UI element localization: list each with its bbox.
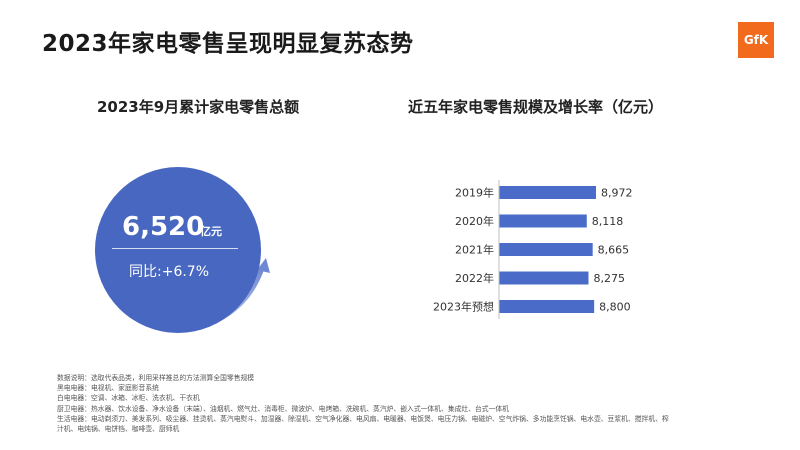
note-line: 黑电电器：电视机、家庭影音系统 [57, 384, 159, 393]
category-label: 2023年预想 [433, 300, 494, 314]
value-label: 8,275 [593, 272, 625, 285]
note-line: 生活电器：电动剃须刀、美发系列、吸尘器、挂烫机、蒸汽电熨斗、加湿器、除湿机、空气… [57, 414, 669, 423]
note-line: 厨卫电器：热水器、饮水设备、净水设备（末端）、油烟机、燃气灶、消毒柜、微波炉、电… [57, 404, 509, 413]
bar [499, 243, 593, 256]
note-line: 数据说明：选取代表品类，利用采样推总的方法测算全国零售规模 [57, 374, 255, 382]
category-label: 2020年 [455, 214, 494, 228]
value-label: 8,972 [601, 187, 633, 200]
bar [499, 186, 596, 199]
yoy-growth: 同比:+6.7% [129, 264, 210, 280]
category-label: 2022年 [455, 271, 494, 285]
bar [499, 214, 587, 228]
category-label: 2019年 [455, 186, 494, 200]
data-notes: 数据说明：选取代表品类，利用采样推总的方法测算全国零售规模 黑电电器：电视机、家… [57, 373, 767, 434]
total-sales-value: 6,520 [122, 212, 205, 242]
total-sales-unit: 亿元 [200, 225, 222, 238]
note-line: 汁机、电炖锅、电饼铛、咖啡壶、厨师机 [57, 425, 180, 434]
category-label: 2021年 [455, 243, 494, 257]
total-sales-circle [95, 167, 261, 333]
bar [499, 300, 595, 313]
left-subtitle: 2023年9月累计家电零售总额 [97, 98, 300, 116]
bar [499, 271, 589, 285]
value-label: 8,118 [592, 215, 624, 228]
gfk-logo: GfK [738, 22, 774, 58]
circle-divider [112, 248, 238, 249]
note-line: 白电电器：空调、冰箱、冰柜、洗衣机、干衣机 [57, 394, 200, 403]
page-title: 2023年家电零售呈现明显复苏态势 [42, 31, 414, 57]
value-label: 8,665 [598, 244, 630, 257]
chart-title: 近五年家电零售规模及增长率（亿元） [408, 98, 664, 116]
value-label: 8,800 [599, 301, 631, 314]
